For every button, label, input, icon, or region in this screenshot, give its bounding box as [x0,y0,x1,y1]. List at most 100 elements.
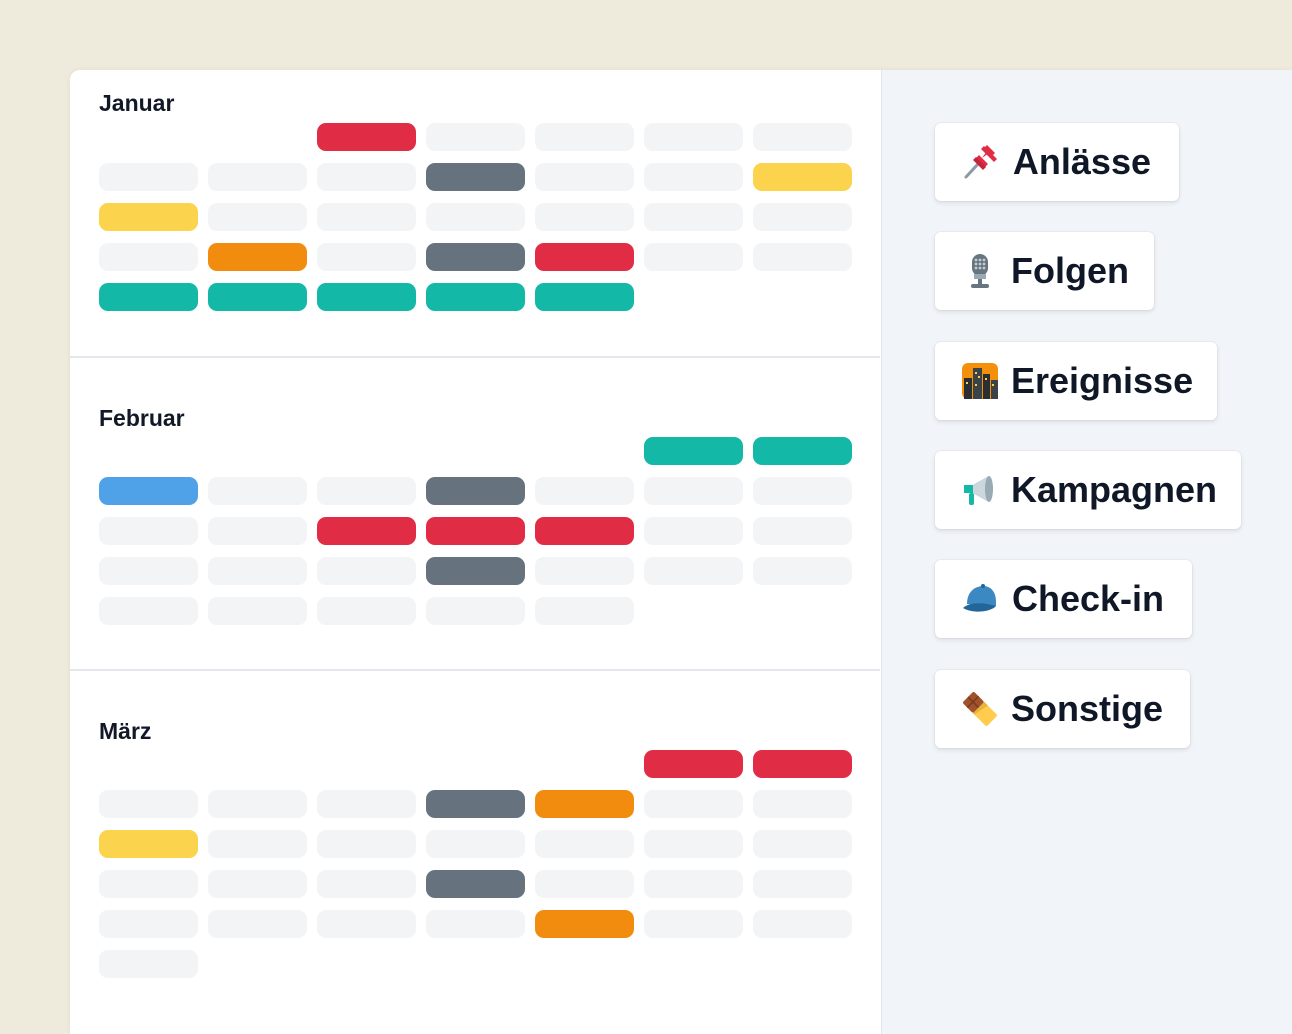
calendar-event-yellow[interactable] [753,163,852,191]
calendar-day-cell[interactable] [535,870,634,898]
calendar-event-orange[interactable] [535,790,634,818]
calendar-day-cell[interactable] [535,123,634,151]
calendar-day-cell[interactable] [535,557,634,585]
calendar-day-cell[interactable] [753,790,852,818]
calendar-event-yellow[interactable] [99,203,198,231]
calendar-day-cell[interactable] [208,910,307,938]
calendar-day-cell[interactable] [426,830,525,858]
calendar-day-cell[interactable] [644,557,743,585]
calendar-day-cell[interactable] [426,203,525,231]
calendar-day-cell[interactable] [753,870,852,898]
filter-folgen[interactable]: Folgen [935,232,1154,310]
calendar-day-cell[interactable] [753,557,852,585]
calendar-event-red[interactable] [535,243,634,271]
calendar-day-cell[interactable] [317,203,416,231]
pushpin-icon [961,142,1001,182]
filter-ereignisse[interactable]: Ereignisse [935,342,1217,420]
calendar-event-teal[interactable] [99,283,198,311]
calendar-day-cell[interactable] [753,517,852,545]
calendar-day-cell[interactable] [317,790,416,818]
calendar-event-teal[interactable] [317,283,416,311]
calendar-day-cell[interactable] [644,203,743,231]
calendar-event-red[interactable] [753,750,852,778]
calendar-day-cell[interactable] [208,870,307,898]
calendar-event-red[interactable] [317,123,416,151]
calendar-event-blue[interactable] [99,477,198,505]
calendar-day-cell[interactable] [535,597,634,625]
calendar-event-teal[interactable] [535,283,634,311]
calendar-day-cell[interactable] [99,597,198,625]
calendar-event-orange[interactable] [535,910,634,938]
calendar-day-cell[interactable] [753,123,852,151]
calendar-day-cell[interactable] [317,163,416,191]
calendar-event-red[interactable] [317,517,416,545]
calendar-day-cell[interactable] [208,517,307,545]
calendar-day-cell[interactable] [99,557,198,585]
calendar-event-gray[interactable] [426,870,525,898]
calendar-day-cell[interactable] [317,243,416,271]
calendar-day-cell[interactable] [99,517,198,545]
calendar-day-cell[interactable] [644,830,743,858]
calendar-day-cell[interactable] [99,790,198,818]
calendar-day-cell[interactable] [208,557,307,585]
calendar-event-red[interactable] [426,517,525,545]
calendar-day-cell[interactable] [753,477,852,505]
calendar-day-cell[interactable] [208,163,307,191]
calendar-day-cell[interactable] [317,557,416,585]
filter-kampagnen[interactable]: Kampagnen [935,451,1241,529]
calendar-day-cell[interactable] [644,790,743,818]
filter-anlaesse[interactable]: Anlässe [935,123,1179,201]
calendar-event-teal[interactable] [426,283,525,311]
calendar-day-cell[interactable] [535,830,634,858]
calendar-day-cell[interactable] [317,830,416,858]
calendar-day-cell[interactable] [208,830,307,858]
calendar-day-cell[interactable] [99,163,198,191]
calendar-day-cell[interactable] [208,477,307,505]
calendar-day-cell[interactable] [208,597,307,625]
calendar-day-cell[interactable] [753,203,852,231]
calendar-day-cell[interactable] [426,123,525,151]
calendar-day-cell[interactable] [753,910,852,938]
calendar-day-cell[interactable] [644,477,743,505]
calendar-day-cell[interactable] [644,123,743,151]
calendar-event-red[interactable] [535,517,634,545]
calendar-event-teal[interactable] [208,283,307,311]
calendar-day-cell[interactable] [426,597,525,625]
calendar-day-cell[interactable] [99,243,198,271]
calendar-event-gray[interactable] [426,790,525,818]
calendar-event-teal[interactable] [753,437,852,465]
calendar-day-cell[interactable] [99,870,198,898]
calendar-event-orange[interactable] [208,243,307,271]
calendar-day-cell[interactable] [317,910,416,938]
calendar-event-teal[interactable] [644,437,743,465]
calendar-day-cell[interactable] [753,243,852,271]
calendar-day-cell[interactable] [644,870,743,898]
filter-label: Ereignisse [1011,360,1194,401]
calendar-event-red[interactable] [644,750,743,778]
calendar-day-cell[interactable] [208,203,307,231]
calendar-day-cell[interactable] [753,830,852,858]
calendar-day-cell[interactable] [535,163,634,191]
calendar-day-cell[interactable] [535,203,634,231]
calendar-day-cell[interactable] [644,163,743,191]
calendar-event-gray[interactable] [426,163,525,191]
filter-label: Folgen [1011,250,1129,291]
filter-sonstige[interactable]: Sonstige [935,670,1190,748]
calendar-day-cell[interactable] [99,910,198,938]
calendar-day-cell[interactable] [317,870,416,898]
calendar-day-cell[interactable] [317,477,416,505]
calendar-event-gray[interactable] [426,243,525,271]
calendar-day-cell[interactable] [426,910,525,938]
calendar-day-cell[interactable] [644,910,743,938]
month-februar: Februar [70,358,880,671]
calendar-day-cell[interactable] [317,597,416,625]
calendar-event-gray[interactable] [426,557,525,585]
filter-check-in[interactable]: Check-in [935,560,1192,638]
calendar-day-cell[interactable] [535,477,634,505]
calendar-event-yellow[interactable] [99,830,198,858]
calendar-day-cell[interactable] [208,790,307,818]
calendar-day-cell[interactable] [644,517,743,545]
calendar-event-gray[interactable] [426,477,525,505]
calendar-day-cell[interactable] [644,243,743,271]
calendar-day-cell[interactable] [99,950,198,978]
